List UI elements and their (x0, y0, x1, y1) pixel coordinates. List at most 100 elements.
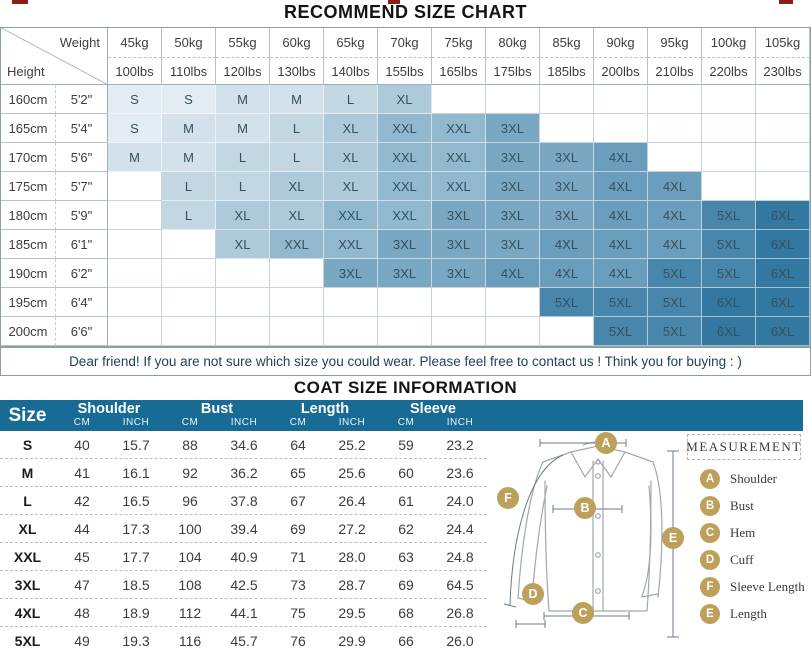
weight-lbs-header: 200lbs (594, 58, 648, 85)
size-cell: 3XL (432, 259, 486, 288)
weight-axis-label: Weight (59, 35, 100, 50)
empty-cell (108, 201, 162, 230)
coat-group-label: Shoulder (77, 401, 141, 417)
size-cell: XXL (378, 172, 432, 201)
coat-value: 24.4 (446, 520, 474, 537)
weight-kg-header: 90kg (594, 28, 648, 58)
coat-value: 34.6 (230, 436, 258, 453)
empty-cell (108, 172, 162, 201)
empty-cell (648, 114, 702, 143)
size-cell: 3XL (486, 114, 540, 143)
coat-sub-inch: INCH (122, 417, 150, 428)
size-cell: 3XL (486, 230, 540, 259)
coat-value: 71 (290, 548, 306, 565)
coat-row: XXL 45 17.7 104 40.9 71 28.0 63 24.8 (0, 543, 487, 571)
coat-value: 23.6 (446, 464, 474, 481)
coat-sub-headers: CM INCH (55, 417, 163, 429)
empty-cell (648, 85, 702, 114)
size-cell: 5XL (540, 288, 594, 317)
coat-sub-cm: CM (181, 417, 199, 428)
size-cell: M (162, 143, 216, 172)
coat-value: 73 (290, 576, 306, 593)
marker-b-bust: B (574, 497, 596, 519)
coat-value: 29.5 (338, 604, 366, 621)
coat-row: 4XL 48 18.9 112 44.1 75 29.5 68 26.8 (0, 599, 487, 627)
coat-value: 42 (74, 492, 90, 509)
empty-cell (324, 317, 378, 346)
height-cm-label: 180cm (1, 201, 56, 230)
coat-value: 26.4 (338, 492, 366, 509)
empty-cell (108, 230, 162, 259)
coat-value: 116 (178, 632, 202, 649)
coat-value: 69 (398, 576, 414, 593)
coat-value: 41 (74, 464, 90, 481)
coat-value: 15.7 (122, 436, 150, 453)
size-cell: 5XL (702, 230, 756, 259)
coat-sub-headers: CM INCH (163, 417, 271, 429)
marker-e-length: E (662, 527, 684, 549)
coat-value: 16.5 (122, 492, 150, 509)
size-cell: 6XL (702, 288, 756, 317)
legend-label: Bust (730, 498, 754, 513)
coat-value: 112 (178, 604, 202, 621)
coat-value: 68 (398, 604, 414, 621)
coat-value: 37.8 (230, 492, 258, 509)
coat-value: 42.5 (230, 576, 258, 593)
coat-size-label: M (21, 464, 34, 481)
size-cell: 4XL (486, 259, 540, 288)
coat-value: 17.3 (122, 520, 150, 537)
legend-item: E Length (700, 604, 805, 624)
coat-col-group: Bust CM INCH (163, 400, 271, 431)
weight-kg-header: 85kg (540, 28, 594, 58)
empty-cell (702, 172, 756, 201)
coat-value: 47 (74, 576, 90, 593)
coat-sub-inch: INCH (230, 417, 258, 428)
size-cell: 5XL (648, 259, 702, 288)
empty-cell (108, 317, 162, 346)
coat-value: 45.7 (230, 632, 258, 649)
size-cell: XXL (378, 114, 432, 143)
coat-section: Size Shoulder CM INCH Bust CM INCH Length CM INC… (0, 400, 811, 652)
legend-label: Cuff (730, 552, 754, 567)
size-cell: 3XL (432, 201, 486, 230)
coat-size-label: 3XL (14, 576, 41, 593)
coat-value: 26.8 (446, 604, 474, 621)
coat-value: 69 (290, 520, 306, 537)
coat-value: 28.7 (338, 576, 366, 593)
empty-cell (486, 288, 540, 317)
size-cell: 3XL (540, 143, 594, 172)
coat-value: 19.3 (122, 632, 150, 649)
size-cell: XXL (378, 201, 432, 230)
coat-size-label: S (22, 436, 33, 453)
coat-sub-inch: INCH (446, 417, 474, 428)
coat-sub-inch: INCH (338, 417, 366, 428)
coat-value: 108 (178, 576, 202, 593)
size-cell: 4XL (594, 259, 648, 288)
size-cell: S (108, 85, 162, 114)
height-cm-label: 190cm (1, 259, 56, 288)
coat-size-label: 5XL (14, 632, 41, 649)
coat-value: 96 (182, 492, 198, 509)
coat-value: 40.9 (230, 548, 258, 565)
coat-row: L 42 16.5 96 37.8 67 26.4 61 24.0 (0, 487, 487, 515)
coat-value: 63 (398, 548, 414, 565)
empty-cell (486, 317, 540, 346)
legend-item: F Sleeve Length (700, 577, 805, 597)
coat-value: 44.1 (230, 604, 258, 621)
size-cell: 6XL (756, 201, 810, 230)
coat-value: 36.2 (230, 464, 258, 481)
height-ft-label: 5'7" (56, 172, 108, 201)
coat-table-header: Size Shoulder CM INCH Bust CM INCH Length CM INC… (0, 400, 487, 431)
coat-value: 66 (398, 632, 414, 649)
empty-cell (594, 114, 648, 143)
weight-kg-header: 105kg (756, 28, 810, 58)
height-cm-label: 170cm (1, 143, 56, 172)
legend-marker: D (700, 550, 720, 570)
empty-cell (540, 317, 594, 346)
size-cell: 5XL (594, 288, 648, 317)
marker-d-cuff: D (522, 583, 544, 605)
height-ft-label: 5'2" (56, 85, 108, 114)
height-ft-label: 6'6" (56, 317, 108, 346)
coat-sub-headers: CM INCH (379, 417, 487, 429)
weight-kg-header: 100kg (702, 28, 756, 58)
